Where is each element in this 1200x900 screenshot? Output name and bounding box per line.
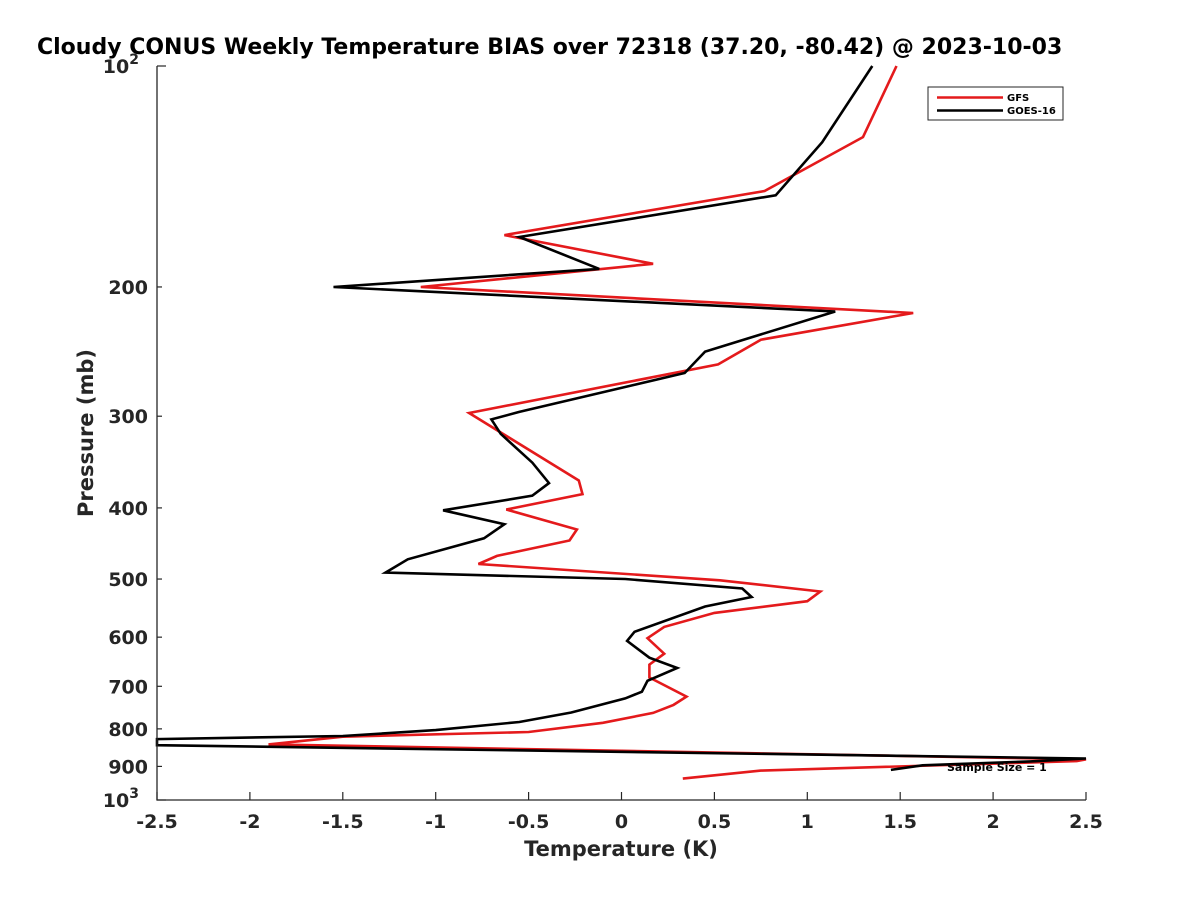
legend-label-goes16: GOES-16 [1007, 106, 1056, 117]
x-axis: -2.5 -2 -1.5 -1 -0.5 0 0.5 1 1.5 2 2.5 [136, 792, 1103, 833]
y-tick-label: 500 [108, 569, 148, 591]
legend-label-gfs: GFS [1007, 93, 1029, 104]
legend-box [927, 86, 1064, 121]
x-tick-label: -1.5 [322, 811, 364, 833]
x-tick-label: 2.5 [1069, 811, 1103, 833]
x-tick-label: 0 [615, 811, 628, 833]
x-tick-label: -2 [239, 811, 260, 833]
x-axis-label: Temperature (K) [524, 837, 718, 861]
x-tick-label: -2.5 [136, 811, 178, 833]
y-tick-label: 900 [108, 756, 148, 778]
series-line-goes16 [155, 65, 1087, 772]
chart-title: Cloudy CONUS Weekly Temperature BIAS ove… [37, 35, 1062, 60]
y-axis-label: Pressure (mb) [74, 349, 98, 517]
x-tick-label: 1.5 [883, 811, 917, 833]
y-tick-label: 800 [108, 719, 148, 741]
sample-size-annotation: Sample Size = 1 [947, 761, 1047, 774]
series-layer [155, 65, 1087, 780]
legend: GFS GOES-16 [927, 86, 1064, 121]
y-tick-label: 600 [108, 627, 148, 649]
plot-area: -2.5 -2 -1.5 -1 -0.5 0 0.5 1 1.5 2 2.5 1 0 2 200 300 40… [103, 52, 1103, 833]
y-tick-exponent: 2 [129, 52, 139, 68]
x-tick-label: -0.5 [508, 811, 550, 833]
x-tick-label: 0.5 [698, 811, 732, 833]
y-tick-label: 400 [108, 498, 148, 520]
x-tick-label: 1 [801, 811, 814, 833]
series-line-gfs [268, 65, 1087, 780]
y-tick-label: 300 [108, 406, 148, 428]
x-tick-label: 2 [986, 811, 999, 833]
y-tick-label: 700 [108, 676, 148, 698]
x-tick-label: -1 [425, 811, 446, 833]
y-tick-exponent: 3 [129, 786, 139, 802]
y-tick-label: 200 [108, 277, 148, 299]
